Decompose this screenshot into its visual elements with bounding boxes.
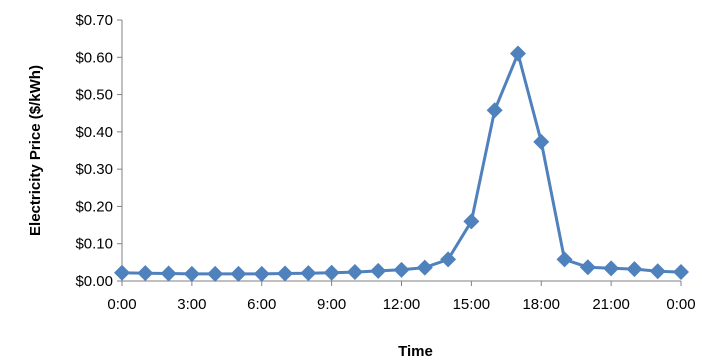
x-tick-label: 9:00 <box>317 296 346 313</box>
axes <box>121 20 681 282</box>
data-point-marker <box>603 260 620 277</box>
series-line <box>121 52 682 276</box>
data-point-marker <box>300 265 317 282</box>
x-axis-ticks: 0:00 3:00 6:00 9:00 12:00 15:00 18:00 21:00 0:00 <box>107 281 696 313</box>
y-tick-label: $0.50 <box>75 87 113 104</box>
x-tick-label: 6:00 <box>247 296 276 313</box>
data-point-marker <box>486 102 503 119</box>
y-tick-label: $0.30 <box>75 161 113 178</box>
data-point-marker <box>370 262 387 279</box>
x-tick-label: 0:00 <box>107 296 136 313</box>
data-point-marker <box>207 265 224 282</box>
data-point-marker <box>183 265 200 282</box>
data-point-marker <box>649 263 666 280</box>
data-point-marker <box>440 251 457 268</box>
data-point-marker <box>556 251 573 268</box>
x-tick-label: 21:00 <box>592 296 630 313</box>
series-group <box>114 45 689 282</box>
data-point-marker <box>393 261 410 278</box>
x-tick-label: 18:00 <box>522 296 560 313</box>
data-point-marker <box>137 265 154 282</box>
data-point-marker <box>253 265 270 282</box>
y-axis-ticks: $0.00 $0.10 $0.20 $0.30 $0.40 $0.50 $0.60 $0.70 <box>75 12 122 290</box>
data-point-marker <box>114 264 130 281</box>
data-point-marker <box>626 261 643 278</box>
x-tick-label: 15:00 <box>453 296 491 313</box>
y-tick-label: $0.60 <box>75 49 113 66</box>
data-point-marker <box>463 213 480 230</box>
y-tick-label: $0.20 <box>75 198 113 215</box>
data-point-marker <box>160 265 177 282</box>
data-point-marker <box>673 264 689 281</box>
x-tick-label: 12:00 <box>383 296 421 313</box>
data-point-marker <box>579 259 596 276</box>
data-point-marker <box>346 264 363 281</box>
x-tick-label: 3:00 <box>177 296 206 313</box>
y-tick-label: $0.40 <box>75 124 113 141</box>
y-tick-label: $0.70 <box>75 12 113 29</box>
y-tick-label: $0.10 <box>75 236 113 253</box>
y-tick-label: $0.00 <box>75 273 113 290</box>
data-point-marker <box>230 265 247 282</box>
data-point-marker <box>416 259 433 276</box>
data-point-marker <box>509 45 526 62</box>
y-axis-title: Electricity Price ($/kWh) <box>27 65 44 236</box>
x-axis-title: Time <box>398 343 433 360</box>
data-point-marker <box>277 265 294 282</box>
data-point-marker <box>323 264 340 281</box>
data-point-marker <box>533 133 550 150</box>
x-tick-label: 0:00 <box>666 296 695 313</box>
